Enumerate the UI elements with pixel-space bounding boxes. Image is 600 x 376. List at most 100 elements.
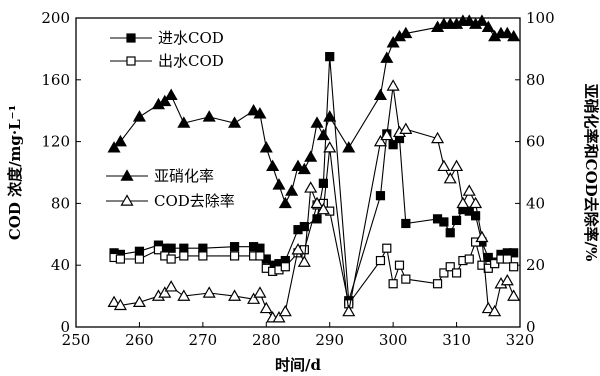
data-point-removal — [253, 286, 267, 298]
data-point-removal — [247, 292, 261, 304]
series-layer — [107, 14, 521, 323]
data-point-nitritation — [285, 184, 299, 196]
data-point-nitritation — [373, 88, 387, 100]
data-point-removal — [177, 289, 191, 301]
data-point-removal — [228, 289, 242, 301]
data-point-nitritation — [500, 26, 514, 39]
data-point-removal — [132, 295, 146, 308]
data-point-effluent — [401, 274, 411, 284]
data-point-nitritation — [507, 29, 521, 42]
legend-marker — [120, 194, 134, 206]
data-point-nitritation — [113, 134, 127, 147]
data-point-nitritation — [475, 14, 489, 26]
data-point-nitritation — [291, 159, 305, 172]
data-point-effluent — [198, 251, 208, 261]
data-point-nitritation — [304, 150, 318, 162]
data-point-removal — [469, 196, 483, 209]
data-point-nitritation — [462, 14, 476, 26]
data-point-effluent — [388, 279, 398, 289]
data-point-removal — [437, 159, 451, 172]
data-point-influent — [401, 218, 411, 229]
legend-label: 亚硝化率 — [154, 167, 214, 185]
x-tick-label: 260 — [125, 331, 154, 349]
plot-frame — [75, 17, 521, 328]
data-point-effluent — [464, 254, 474, 264]
x-tick-label: 310 — [442, 331, 471, 349]
series-nitritation — [107, 14, 521, 209]
legend-label: 出水COD — [158, 52, 224, 70]
data-point-effluent — [432, 279, 443, 289]
data-point-removal — [475, 230, 489, 243]
x-tick-label: 280 — [252, 331, 281, 349]
data-point-removal — [304, 181, 318, 193]
legend-item-effluent: 出水COD — [110, 52, 224, 70]
data-point-effluent — [439, 268, 449, 278]
ticks — [75, 17, 521, 328]
data-point-effluent — [509, 262, 519, 272]
data-point-nitritation — [259, 141, 273, 153]
data-point-removal — [386, 79, 400, 91]
data-point-nitritation — [177, 116, 191, 128]
data-point-removal — [373, 134, 387, 147]
data-point-nitritation — [278, 196, 292, 209]
data-point-effluent — [229, 251, 240, 261]
data-point-nitritation — [481, 20, 495, 32]
data-point-nitritation — [272, 178, 286, 190]
data-point-removal — [113, 298, 127, 311]
data-point-removal — [278, 304, 292, 317]
data-point-removal — [272, 311, 286, 323]
y-right-tick-label: 100 — [526, 9, 555, 27]
data-point-removal — [462, 184, 476, 196]
x-tick-label: 290 — [315, 331, 344, 349]
data-point-effluent — [451, 268, 462, 278]
y-right-tick-label: 40 — [526, 194, 545, 212]
x-tick-label: 250 — [62, 331, 91, 349]
data-point-removal — [259, 301, 273, 314]
data-point-removal — [107, 295, 121, 308]
data-point-influent — [318, 178, 328, 188]
legend-marker — [126, 56, 136, 66]
data-point-nitritation — [386, 36, 400, 48]
legend-marker — [120, 169, 134, 181]
y-axis-title-left: COD 浓度/mg·L⁻¹ — [6, 105, 24, 240]
data-point-removal — [450, 159, 464, 172]
series-effluent — [109, 198, 519, 309]
y-left-tick-label: 40 — [51, 256, 70, 274]
data-point-nitritation — [316, 128, 330, 141]
data-point-nitritation — [164, 88, 178, 100]
data-point-effluent — [115, 254, 126, 264]
series-line-removal — [113, 85, 515, 319]
data-point-removal — [399, 122, 413, 134]
data-point-influent — [229, 242, 240, 252]
data-point-effluent — [280, 262, 290, 272]
data-point-effluent — [394, 260, 405, 270]
data-point-nitritation — [247, 103, 261, 116]
data-point-nitritation — [310, 116, 324, 128]
data-point-removal — [158, 286, 172, 298]
data-point-influent — [299, 221, 309, 232]
data-point-nitritation — [380, 51, 394, 63]
data-point-influent — [255, 243, 265, 253]
data-point-influent — [445, 228, 455, 238]
series-removal — [107, 79, 521, 323]
data-point-influent — [464, 206, 474, 216]
data-point-influent — [483, 252, 493, 263]
data-point-nitritation — [158, 94, 172, 107]
y-left-tick-label: 120 — [41, 133, 70, 151]
y-right-tick-label: 80 — [526, 71, 545, 89]
y-axis-title-right: 亚硝化率和COD去除率/% — [582, 84, 600, 262]
data-point-nitritation — [323, 110, 337, 122]
data-point-nitritation — [107, 141, 121, 153]
legend-label: COD去除率 — [154, 192, 235, 210]
data-point-influent — [198, 243, 208, 253]
legend-layer: 进水COD 出水COD 亚硝化率 COD去除率 — [106, 29, 235, 210]
data-point-influent — [388, 140, 398, 150]
data-point-removal — [310, 196, 324, 209]
data-point-removal — [380, 128, 394, 141]
data-point-effluent — [502, 254, 512, 264]
data-point-nitritation — [132, 110, 146, 122]
data-point-effluent — [490, 259, 500, 269]
data-point-removal — [202, 286, 216, 298]
data-point-nitritation — [202, 110, 216, 122]
data-point-removal — [342, 304, 356, 317]
